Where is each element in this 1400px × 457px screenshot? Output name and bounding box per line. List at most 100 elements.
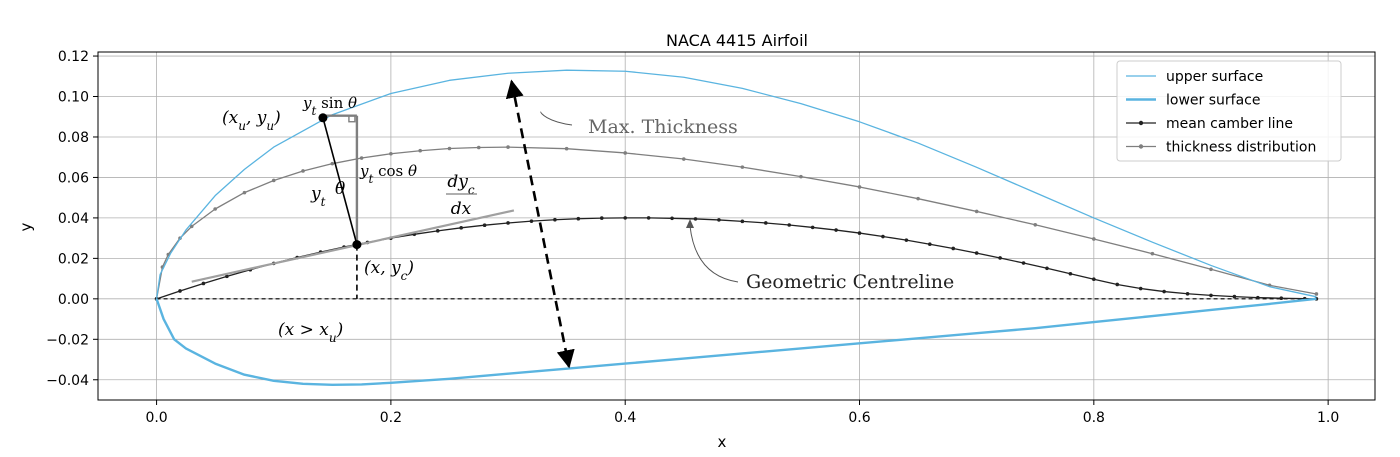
slope-numerator: dyc [447,172,475,197]
legend-label: lower surface [1166,93,1260,109]
data-point [916,196,920,201]
data-point [529,219,534,223]
data-point [998,256,1002,260]
data-point [1232,294,1237,299]
data-point [459,226,463,230]
data-point [857,185,862,189]
data-point [799,174,803,179]
data-point [359,156,364,160]
legend-label: mean camber line [1166,116,1293,132]
y-axis-title: y [17,222,35,231]
data-point [1033,222,1038,227]
upper-point-marker [318,113,328,123]
x-tick-label: 1.0 [1317,410,1339,426]
data-point [242,190,247,195]
theta-label: θ [335,179,345,199]
data-point [1209,267,1213,272]
data-point [1150,251,1155,256]
x-greater-label: (x > xu) [278,320,343,345]
data-point [1068,271,1073,276]
geometric-centreline-label: Geometric Centreline [746,271,954,293]
data-point [178,289,182,293]
data-point [623,216,628,220]
data-point [389,151,393,156]
data-point [506,221,510,225]
data-point [599,216,604,220]
x-tick-label: 0.8 [1083,410,1105,426]
data-point [271,178,276,183]
data-point [693,217,698,221]
data-point [201,281,206,286]
data-point [189,224,194,229]
data-point [904,238,909,242]
series-line-lower-surface [155,297,1317,387]
data-point [834,228,838,232]
annotation-layer: (xu, yu) yt sin θ yt cos θ ytθ (x, yc) (x > x… [191,79,954,369]
legend: upper surface lower surface mean camber li… [1116,60,1342,162]
yt-label: yt [310,184,326,209]
data-point [1279,296,1284,301]
data-point [881,234,885,239]
data-point [1138,286,1143,291]
data-point [623,151,628,155]
data-point [974,251,979,255]
legend-label: thickness distribution [1166,140,1316,156]
data-point [670,216,674,221]
data-point [646,216,651,220]
yt-cos-label: yt cos θ [359,162,417,186]
max-thickness-arrow [505,79,575,369]
data-point [435,229,440,233]
y-tick-label: 0.00 [58,292,89,308]
data-point [928,242,932,247]
y-tick-label: −0.02 [46,332,89,348]
data-point [1209,293,1213,298]
data-point [225,274,229,279]
upper-point-label: (xu, yu) [222,108,281,133]
x-axis-title: x [718,433,727,451]
data-point [506,145,510,149]
data-point [857,231,862,235]
data-point [553,217,557,222]
chart-title: NACA 4415 Airfoil [666,31,808,50]
camber-point-label: (x, yc) [364,258,414,283]
data-point [418,148,422,153]
data-point [1185,291,1190,296]
data-point [1092,237,1096,241]
legend-label: upper surface [1166,69,1263,85]
data-point [763,221,768,225]
x-tick-label: 0.6 [848,410,870,426]
data-point [740,219,745,224]
data-point [330,161,335,166]
data-point [1314,292,1319,296]
slope-denominator: dx [451,199,472,219]
data-point [717,218,721,222]
centreline-connector [689,225,739,283]
data-point [787,223,792,227]
yt-sin-label: yt sin θ [302,94,357,118]
data-point [576,216,581,221]
x-tick-label: 0.2 [380,410,402,426]
data-point [681,157,686,161]
right-angle-marker [348,115,356,123]
legend-marker [1138,144,1144,149]
y-tick-label: 0.06 [58,170,89,186]
data-point [447,146,452,151]
camber-point-marker [352,240,362,250]
data-point [213,207,217,211]
data-point [974,209,979,214]
data-point [1021,261,1026,265]
data-point [1162,289,1166,294]
data-point [482,223,487,227]
plot-frame [97,51,1376,401]
yt-line [322,117,358,245]
legend-items: upper surface lower surface mean camber li… [1126,69,1316,156]
data-point [810,225,815,230]
data-point [564,146,569,151]
data-point [1045,266,1049,271]
legend-marker [1138,120,1144,126]
y-tick-label: 0.12 [58,49,89,65]
series-layer [154,69,1319,387]
x-tick-label: 0.4 [614,410,636,426]
